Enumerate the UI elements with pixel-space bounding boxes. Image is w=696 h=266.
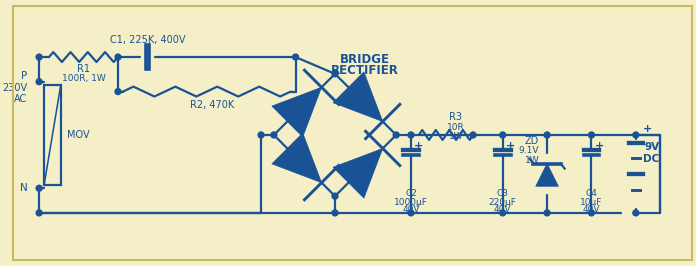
Circle shape: [271, 132, 277, 138]
Circle shape: [470, 132, 476, 138]
Text: 220μF: 220μF: [489, 198, 516, 206]
Text: N: N: [19, 183, 27, 193]
Circle shape: [589, 210, 594, 216]
Text: 10μF: 10μF: [580, 198, 603, 206]
Text: +: +: [506, 141, 515, 151]
Circle shape: [589, 132, 594, 138]
Text: R1: R1: [77, 64, 90, 74]
Text: 1000μF: 1000μF: [394, 198, 428, 206]
Circle shape: [292, 54, 299, 60]
Text: 1W: 1W: [525, 156, 539, 165]
Circle shape: [408, 132, 414, 138]
Text: 40V: 40V: [494, 205, 512, 214]
Circle shape: [36, 185, 42, 191]
Text: +: +: [594, 141, 604, 151]
Text: R3: R3: [450, 112, 462, 122]
Circle shape: [115, 89, 121, 94]
Text: +: +: [643, 124, 652, 134]
Text: ZD: ZD: [525, 136, 539, 146]
Circle shape: [633, 210, 639, 216]
Text: P: P: [21, 71, 27, 81]
Text: 9V: 9V: [644, 142, 659, 152]
Text: C1, 225K, 400V: C1, 225K, 400V: [110, 35, 185, 45]
Text: R2, 470K: R2, 470K: [189, 100, 234, 110]
Text: 1W: 1W: [448, 132, 463, 142]
Circle shape: [500, 210, 505, 216]
Circle shape: [500, 132, 505, 138]
Polygon shape: [333, 72, 383, 122]
Polygon shape: [272, 87, 322, 137]
Text: 40V: 40V: [402, 205, 420, 214]
Circle shape: [393, 132, 399, 138]
Text: 40V: 40V: [583, 205, 600, 214]
Circle shape: [115, 54, 121, 60]
Circle shape: [258, 132, 264, 138]
Text: BRIDGE: BRIDGE: [340, 52, 390, 65]
Text: MOV: MOV: [67, 130, 89, 140]
Polygon shape: [333, 148, 383, 198]
Text: RECTIFIER: RECTIFIER: [331, 64, 399, 77]
Circle shape: [408, 210, 414, 216]
Text: 9.1V: 9.1V: [519, 146, 539, 155]
Text: C3: C3: [497, 189, 509, 198]
Circle shape: [544, 210, 550, 216]
Circle shape: [36, 210, 42, 216]
Circle shape: [544, 132, 550, 138]
Circle shape: [36, 54, 42, 60]
Circle shape: [332, 210, 338, 216]
Text: +: +: [414, 141, 423, 151]
Text: 10R: 10R: [447, 123, 465, 132]
Text: C4: C4: [585, 189, 597, 198]
Polygon shape: [536, 164, 558, 186]
Circle shape: [332, 71, 338, 77]
Text: DC: DC: [644, 154, 660, 164]
Text: C2: C2: [405, 189, 417, 198]
Bar: [44, 85, 61, 185]
Circle shape: [332, 193, 338, 199]
Circle shape: [633, 132, 639, 138]
Text: AC: AC: [14, 94, 27, 105]
Text: 100R, 1W: 100R, 1W: [62, 74, 105, 83]
Text: 230V: 230V: [2, 83, 27, 93]
Circle shape: [36, 79, 42, 85]
Polygon shape: [272, 133, 322, 183]
